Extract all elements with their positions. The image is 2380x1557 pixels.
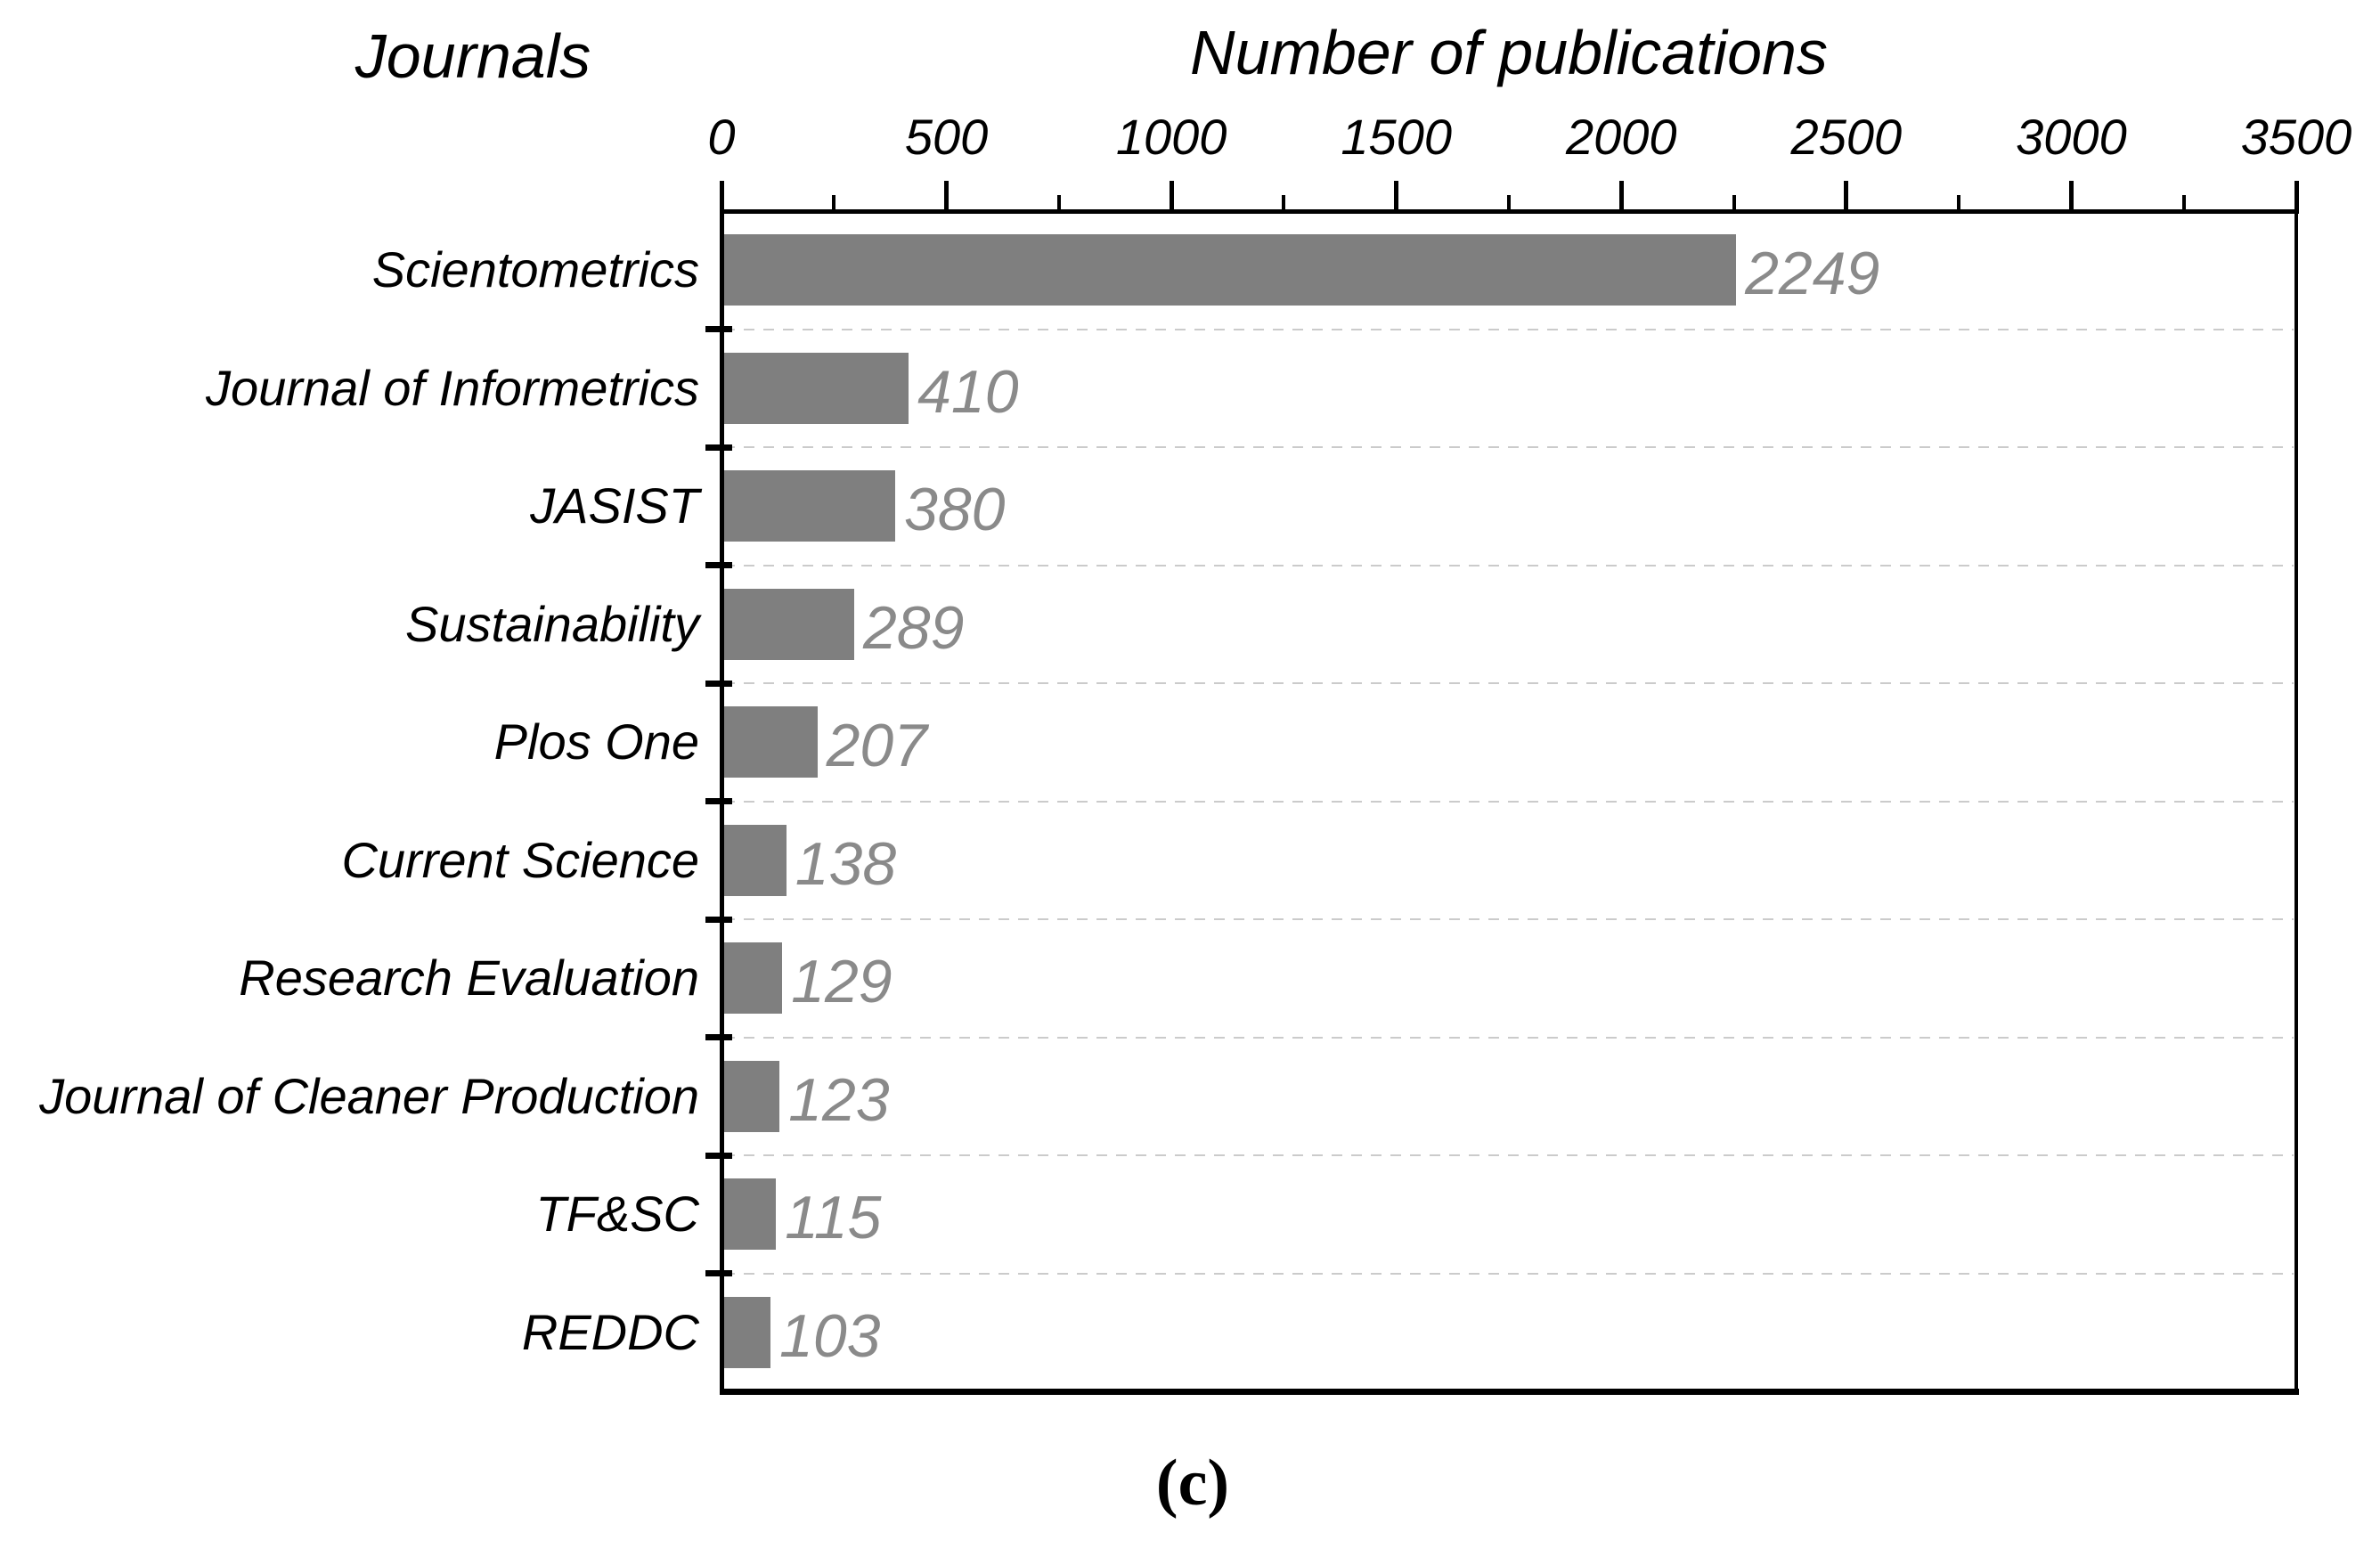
- y-axis-boundary-tick: [705, 798, 732, 804]
- row-boundary-gridline: [724, 446, 2294, 448]
- x-tick-label: 2000: [1565, 109, 1677, 165]
- y-axis-boundary-tick: [705, 444, 732, 451]
- category-label: Sustainability: [405, 595, 699, 652]
- bar: [724, 588, 854, 660]
- x-major-tick: [1394, 181, 1399, 209]
- y-axis-title: Journals: [355, 21, 591, 91]
- y-axis-boundary-tick: [705, 562, 732, 568]
- x-major-tick: [1844, 181, 1849, 209]
- x-minor-tick: [1507, 195, 1511, 209]
- x-major-tick: [1618, 181, 1624, 209]
- x-minor-tick: [1957, 195, 1961, 209]
- bar-value-label: 138: [795, 829, 897, 898]
- subfigure-caption: (c): [1155, 1447, 1230, 1520]
- bar-value-label: 123: [788, 1065, 890, 1134]
- x-tick-label: 3000: [2016, 109, 2127, 165]
- y-axis-boundary-tick: [705, 916, 732, 923]
- bar-value-label: 207: [826, 712, 928, 780]
- bar-value-label: 410: [917, 357, 1019, 426]
- row-boundary-gridline: [724, 918, 2294, 920]
- bar-value-label: 129: [791, 948, 892, 1016]
- y-axis-boundary-tick: [705, 1034, 732, 1040]
- x-minor-tick: [1282, 195, 1286, 209]
- bar: [724, 352, 909, 424]
- bar-value-label: 115: [785, 1184, 882, 1252]
- x-major-tick: [944, 181, 950, 209]
- category-label: Scientometrics: [371, 241, 699, 298]
- x-major-tick: [2068, 181, 2074, 209]
- bar: [724, 470, 895, 542]
- bar-value-label: 289: [862, 593, 965, 662]
- bar: [724, 824, 787, 896]
- category-label: Current Science: [341, 831, 699, 888]
- bar-value-label: 2249: [1745, 240, 1880, 308]
- y-axis-boundary-tick: [705, 1270, 732, 1276]
- plot-border-right: [2294, 209, 2298, 1394]
- x-major-tick: [719, 181, 724, 209]
- row-boundary-gridline: [724, 1154, 2294, 1156]
- x-tick-label: 1500: [1341, 109, 1452, 165]
- bar: [724, 1060, 780, 1132]
- category-label: Journal of Informetrics: [206, 359, 699, 416]
- x-minor-tick: [2181, 195, 2186, 209]
- y-axis-boundary-tick: [705, 680, 732, 687]
- bar: [724, 234, 1737, 306]
- x-major-tick: [1169, 181, 1174, 209]
- bar-value-label: 103: [779, 1301, 881, 1370]
- y-axis-line-left: [720, 209, 724, 1394]
- row-boundary-gridline: [724, 1036, 2294, 1039]
- bar: [724, 706, 818, 778]
- x-minor-tick: [1056, 195, 1061, 209]
- category-label: JASIST: [530, 477, 699, 534]
- x-major-tick: [2294, 181, 2299, 209]
- bar: [724, 1178, 777, 1251]
- category-label: Plos One: [493, 713, 699, 770]
- x-axis-line-top: [720, 209, 2299, 214]
- row-boundary-gridline: [724, 328, 2294, 330]
- x-tick-label: 1000: [1115, 109, 1227, 165]
- bar-value-label: 380: [903, 476, 1006, 544]
- x-axis-line-bottom: [720, 1389, 2299, 1395]
- x-tick-label: 3500: [2240, 109, 2352, 165]
- y-axis-boundary-tick: [705, 1152, 732, 1159]
- x-tick-label: 500: [904, 109, 989, 165]
- y-axis-boundary-tick: [705, 326, 732, 332]
- x-minor-tick: [832, 195, 836, 209]
- row-boundary-gridline: [724, 682, 2294, 684]
- bar: [724, 1296, 771, 1368]
- category-label: TF&SC: [535, 1186, 699, 1243]
- row-boundary-gridline: [724, 564, 2294, 567]
- x-tick-label: 2500: [1790, 109, 1903, 165]
- x-axis-title: Number of publications: [1190, 18, 1828, 87]
- bar: [724, 942, 783, 1015]
- category-label: REDDC: [521, 1303, 699, 1360]
- x-tick-label: 0: [707, 109, 736, 165]
- row-boundary-gridline: [724, 1272, 2294, 1275]
- row-boundary-gridline: [724, 800, 2294, 803]
- category-label: Journal of Cleaner Production: [39, 1067, 699, 1124]
- category-label: Research Evaluation: [239, 950, 699, 1007]
- x-minor-tick: [1732, 195, 1736, 209]
